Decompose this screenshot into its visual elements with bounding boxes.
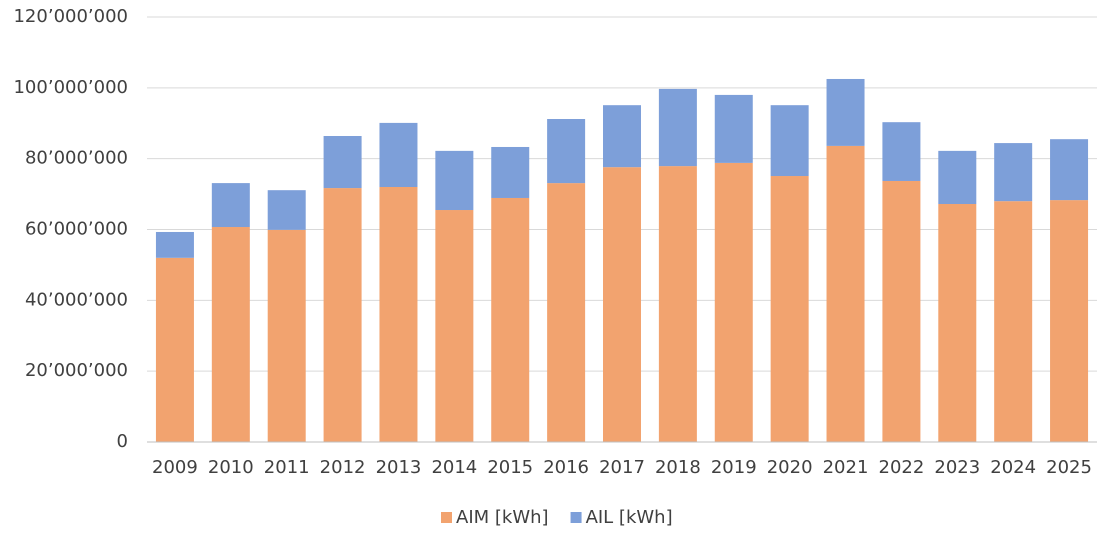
y-tick-label: 80’000’000 bbox=[25, 148, 128, 169]
bar-segment bbox=[323, 136, 362, 189]
bar-segment bbox=[1050, 139, 1089, 201]
y-tick-label: 100’000’000 bbox=[13, 77, 128, 98]
bar-segment bbox=[658, 88, 697, 167]
x-tick-label: 2012 bbox=[320, 457, 366, 478]
x-tick-label: 2017 bbox=[599, 457, 645, 478]
y-tick-label: 120’000’000 bbox=[13, 6, 128, 27]
bar-segment bbox=[826, 145, 865, 442]
x-tick-label: 2018 bbox=[655, 457, 701, 478]
bar-segment bbox=[1050, 200, 1089, 442]
bar-segment bbox=[658, 166, 697, 442]
legend-label: AIL [kWh] bbox=[586, 507, 673, 528]
x-tick-label: 2022 bbox=[879, 457, 925, 478]
legend-swatch bbox=[570, 512, 582, 523]
bar-segment bbox=[938, 204, 977, 442]
x-tick-label: 2024 bbox=[990, 457, 1036, 478]
bar-segment bbox=[267, 190, 306, 230]
bar-segment bbox=[714, 162, 753, 442]
x-tick-label: 2015 bbox=[487, 457, 533, 478]
bar-segment bbox=[994, 143, 1033, 202]
y-tick-label: 20’000’000 bbox=[25, 360, 128, 381]
x-tick-label: 2019 bbox=[711, 457, 757, 478]
bar-segment bbox=[435, 210, 474, 442]
legend-swatch bbox=[441, 512, 452, 523]
bar-segment bbox=[491, 146, 530, 198]
bar-segment bbox=[323, 188, 362, 442]
x-tick-label: 2023 bbox=[934, 457, 980, 478]
bar-segment bbox=[770, 105, 809, 177]
bar-segment bbox=[379, 187, 418, 442]
bar-segment bbox=[379, 122, 418, 187]
bar-segment bbox=[770, 176, 809, 443]
x-tick-label: 2025 bbox=[1046, 457, 1092, 478]
bar-segment bbox=[938, 150, 977, 204]
bar-segment bbox=[547, 183, 586, 442]
y-tick-label: 40’000’000 bbox=[25, 289, 128, 310]
legend-label: AIM [kWh] bbox=[456, 507, 549, 528]
x-tick-label: 2016 bbox=[543, 457, 589, 478]
x-tick-label: 2013 bbox=[376, 457, 422, 478]
bar-segment bbox=[714, 94, 753, 163]
bar-segment bbox=[211, 227, 250, 442]
x-tick-label: 2020 bbox=[767, 457, 813, 478]
bar-segment bbox=[491, 197, 530, 442]
x-tick-label: 2021 bbox=[823, 457, 869, 478]
bar-segment bbox=[211, 183, 250, 228]
bar-segment bbox=[155, 257, 194, 442]
bar-segment bbox=[603, 105, 641, 168]
bar-segment bbox=[826, 78, 865, 146]
x-tick-label: 2014 bbox=[431, 457, 477, 478]
bar-segment bbox=[155, 231, 194, 258]
x-tick-label: 2010 bbox=[208, 457, 254, 478]
bar-segment bbox=[882, 122, 921, 181]
y-tick-label: 0 bbox=[117, 431, 128, 452]
bar-segment bbox=[882, 180, 921, 442]
bar-segment bbox=[267, 229, 306, 442]
bar-segment bbox=[435, 150, 474, 211]
x-tick-label: 2011 bbox=[264, 457, 310, 478]
y-tick-label: 60’000’000 bbox=[25, 219, 128, 240]
bar-segment bbox=[994, 201, 1033, 442]
bar-segment bbox=[603, 167, 641, 442]
x-tick-label: 2009 bbox=[152, 457, 198, 478]
bar-segment bbox=[547, 119, 586, 184]
